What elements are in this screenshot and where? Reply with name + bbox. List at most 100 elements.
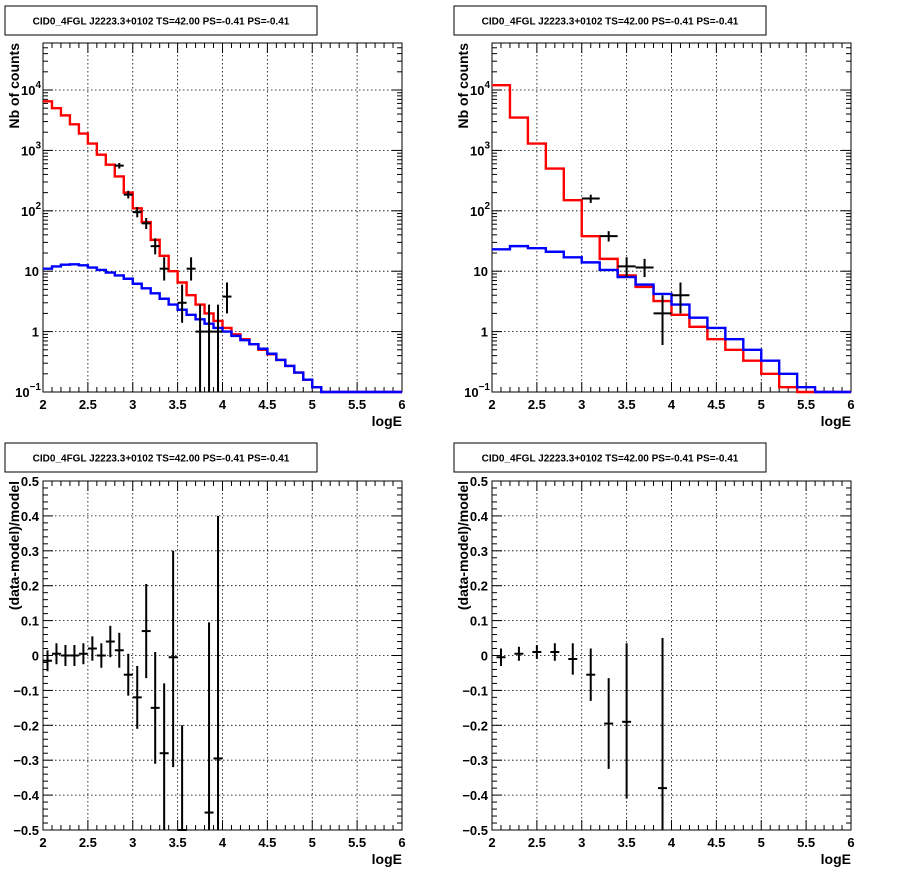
y-tick-label: 10−1 <box>464 382 490 400</box>
data-point <box>222 282 232 314</box>
data-points <box>496 638 668 830</box>
y-tick-label: 102 <box>470 201 490 219</box>
data-point <box>532 645 542 659</box>
y-tick-label: 0.1 <box>470 614 488 629</box>
y-tick-label: −0.5 <box>462 823 488 838</box>
data-point <box>204 304 214 392</box>
x-tick-label: 2 <box>488 835 495 850</box>
data-point <box>177 725 187 831</box>
x-tick-label: 4.5 <box>258 835 276 850</box>
x-tick-label: 6 <box>847 397 854 412</box>
data-point <box>671 282 690 314</box>
data-point <box>514 646 524 661</box>
x-tick-label: 2 <box>39 835 46 850</box>
chart-title: CID0_4FGL J2223.3+0102 TS=42.00 PS=-0.41… <box>482 17 739 28</box>
y-tick-label: 103 <box>470 140 490 158</box>
y-tick-label: 102 <box>21 201 41 219</box>
x-tick-label: 5 <box>309 397 316 412</box>
x-tick-label: 6 <box>398 397 405 412</box>
y-tick-label: −0.1 <box>462 683 488 698</box>
data-point <box>653 295 672 345</box>
x-tick-label: 5 <box>309 835 316 850</box>
y-axis-title: (data-model)/model <box>6 481 22 610</box>
data-point <box>123 653 133 696</box>
chart-title-box <box>4 442 318 473</box>
x-tick-label: 4 <box>219 397 227 412</box>
y-tick-label: 0.5 <box>21 474 39 489</box>
data-point <box>213 304 223 392</box>
x-tick-label: 5 <box>758 397 765 412</box>
y-tick-label: −0.5 <box>13 823 39 838</box>
data-point <box>658 638 668 830</box>
y-tick-label: 0.4 <box>470 509 489 524</box>
data-point <box>123 190 133 199</box>
y-tick-label: 0.1 <box>21 614 39 629</box>
y-tick-label: 103 <box>21 140 41 158</box>
x-tick-label: 4 <box>668 835 676 850</box>
y-tick-label: −0.4 <box>462 788 488 803</box>
data-point <box>195 304 205 392</box>
y-tick-label: −0.1 <box>13 683 39 698</box>
model-step-series-1 <box>43 263 402 394</box>
data-point <box>550 643 560 661</box>
data-point <box>51 643 61 665</box>
chart-title-box <box>453 442 767 473</box>
y-tick-label: 104 <box>470 80 490 98</box>
y-axis-title: Nb of counts <box>455 43 471 129</box>
x-tick-label: 2.5 <box>528 835 546 850</box>
x-tick-label: 2.5 <box>79 835 97 850</box>
x-tick-label: 2.5 <box>79 397 97 412</box>
y-tick-label: 0.2 <box>21 579 39 594</box>
data-point <box>132 207 142 218</box>
grid-lines <box>492 481 851 830</box>
data-point <box>105 625 115 658</box>
y-tick-label: −0.3 <box>13 753 39 768</box>
x-axis-title: logE <box>821 413 851 429</box>
data-point <box>213 515 223 830</box>
chart-panel-bottom-right: CID0_4FGL J2223.3+0102 TS=42.00 PS=-0.41… <box>453 442 855 867</box>
x-axis-title: logE <box>821 851 851 867</box>
y-tick-label: −0.2 <box>13 718 39 733</box>
data-point <box>204 622 214 830</box>
y-tick-label: 0.3 <box>470 544 488 559</box>
y-tick-label: −0.2 <box>462 718 488 733</box>
data-point <box>635 258 654 278</box>
data-point <box>69 645 79 666</box>
data-point <box>114 632 124 668</box>
chart-panel-top-left: CID0_4FGL J2223.3+0102 TS=42.00 PS=-0.41… <box>4 5 406 429</box>
y-tick-label: 10 <box>25 264 39 279</box>
data-point <box>586 648 596 701</box>
x-tick-label: 5.5 <box>797 835 815 850</box>
data-point <box>496 648 506 666</box>
data-point <box>114 162 124 169</box>
y-tick-label: 104 <box>21 80 41 98</box>
data-point <box>141 583 151 679</box>
y-axis-title: Nb of counts <box>6 43 22 129</box>
data-point <box>568 643 578 675</box>
x-tick-label: 4.5 <box>707 397 725 412</box>
x-tick-label: 5.5 <box>797 397 815 412</box>
x-tick-label: 6 <box>847 835 854 850</box>
data-point <box>617 257 636 278</box>
chart-title: CID0_4FGL J2223.3+0102 TS=42.00 PS=-0.41… <box>482 454 739 465</box>
data-point <box>186 257 196 281</box>
x-tick-label: 4 <box>219 835 227 850</box>
data-point <box>159 683 169 830</box>
data-point <box>150 652 160 764</box>
x-tick-label: 2 <box>488 397 495 412</box>
chart-panel-bottom-left: CID0_4FGL J2223.3+0102 TS=42.00 PS=-0.41… <box>4 442 406 867</box>
data-point <box>78 643 88 665</box>
data-point <box>159 257 169 281</box>
x-tick-label: 5.5 <box>348 397 366 412</box>
chart-title-box <box>4 5 318 36</box>
x-axis-title: logE <box>372 851 402 867</box>
data-points <box>114 162 232 392</box>
chart-panel-top-right: CID0_4FGL J2223.3+0102 TS=42.00 PS=-0.41… <box>453 5 855 429</box>
chart-title-box <box>453 5 767 36</box>
data-point <box>141 217 151 229</box>
y-tick-label: 0.4 <box>21 509 40 524</box>
x-tick-label: 3.5 <box>618 397 636 412</box>
x-tick-label: 3 <box>578 835 585 850</box>
grid-lines <box>43 43 402 392</box>
